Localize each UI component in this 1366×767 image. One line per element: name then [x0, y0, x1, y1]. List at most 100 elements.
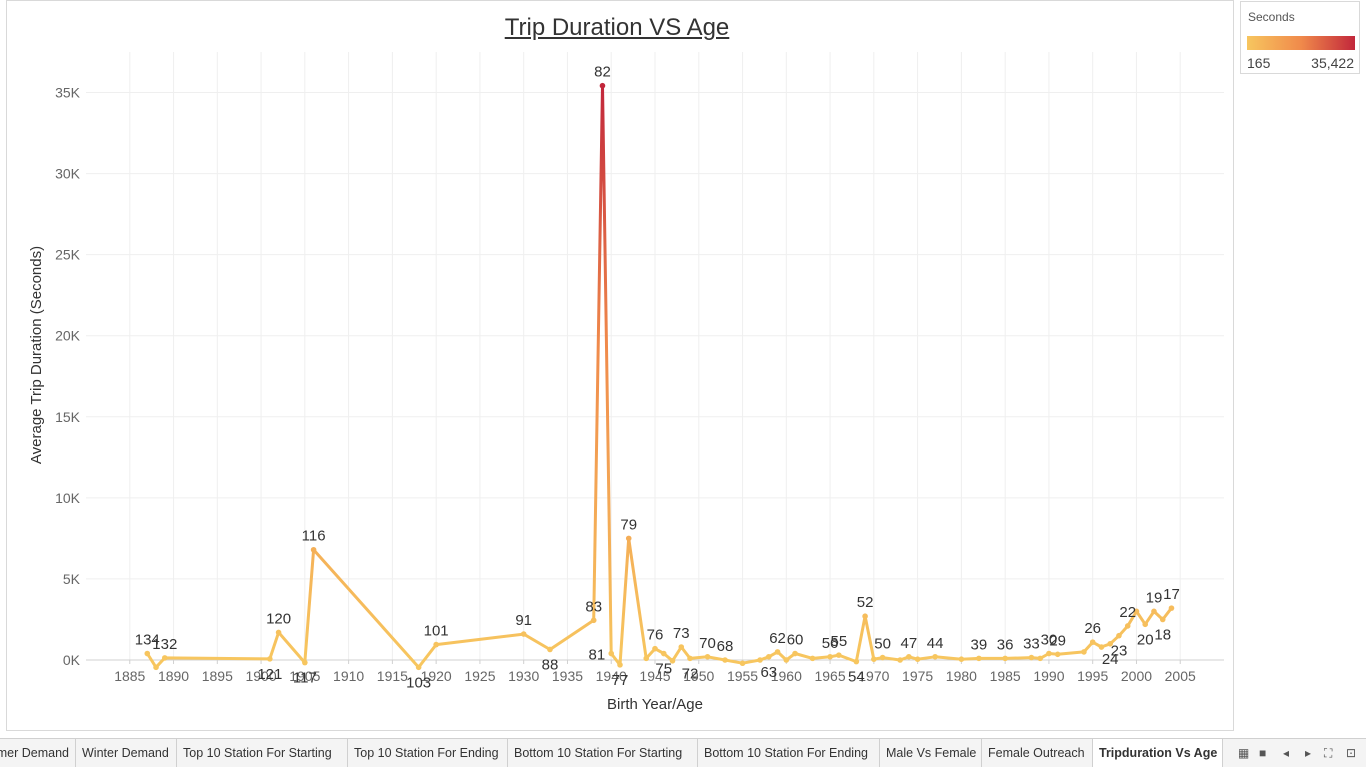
- data-point[interactable]: [652, 645, 658, 652]
- data-point[interactable]: [1107, 640, 1113, 647]
- data-point[interactable]: [678, 644, 685, 650]
- grid-view-icon[interactable]: ▦: [1238, 746, 1250, 760]
- data-label: 132: [152, 636, 177, 653]
- data-point[interactable]: [660, 650, 667, 657]
- stop-icon[interactable]: ■: [1259, 746, 1267, 760]
- data-point[interactable]: [879, 654, 886, 661]
- data-point[interactable]: [1037, 655, 1043, 662]
- data-point[interactable]: [853, 658, 860, 665]
- x-tick-label: 1945: [639, 668, 670, 684]
- x-tick-label: 1990: [1033, 668, 1064, 684]
- tab-tripduration-vs-age[interactable]: Tripduration Vs Age: [1093, 739, 1223, 767]
- data-point[interactable]: [783, 657, 790, 663]
- data-point[interactable]: [809, 655, 816, 662]
- data-point[interactable]: [608, 650, 615, 657]
- y-tick-label: 0K: [63, 652, 81, 668]
- y-tick-label: 10K: [55, 490, 81, 506]
- data-point[interactable]: [906, 653, 912, 660]
- data-point[interactable]: [1142, 621, 1149, 628]
- data-point[interactable]: [599, 82, 606, 89]
- x-tick-label: 1925: [464, 668, 495, 684]
- data-point[interactable]: [310, 546, 317, 553]
- data-point[interactable]: [433, 641, 439, 648]
- data-point[interactable]: [1133, 608, 1140, 615]
- tab-summer-demand[interactable]: Summer Demand: [0, 739, 76, 767]
- prev-sheet-icon[interactable]: ◂: [1283, 746, 1290, 760]
- data-point[interactable]: [547, 646, 553, 653]
- y-tick-label: 35K: [55, 85, 81, 101]
- color-legend: Seconds 165 35,422: [1240, 1, 1360, 74]
- data-point[interactable]: [871, 656, 877, 662]
- data-point[interactable]: [1028, 654, 1035, 661]
- data-point[interactable]: [958, 656, 965, 662]
- data-label: 19: [1146, 589, 1163, 606]
- data-point[interactable]: [1151, 608, 1157, 615]
- tab-winter-demand[interactable]: Winter Demand: [76, 739, 177, 767]
- data-point[interactable]: [643, 655, 650, 662]
- data-point[interactable]: [1124, 623, 1131, 629]
- data-point[interactable]: [1098, 644, 1105, 650]
- data-label: 134: [135, 632, 160, 649]
- data-point[interactable]: [669, 658, 676, 664]
- next-sheet-icon[interactable]: ▸: [1305, 746, 1312, 760]
- tab-bottom10-starting[interactable]: Bottom 10 Station For Starting: [508, 739, 698, 767]
- x-tick-label: 1930: [508, 668, 539, 684]
- data-point[interactable]: [520, 631, 527, 637]
- data-point[interactable]: [1002, 655, 1008, 662]
- data-point[interactable]: [1159, 616, 1166, 623]
- tab-top10-ending[interactable]: Top 10 Station For Ending: [348, 739, 508, 767]
- data-point[interactable]: [1089, 639, 1096, 645]
- data-label: 88: [542, 656, 559, 673]
- data-point[interactable]: [976, 655, 982, 662]
- tab-top10-starting[interactable]: Top 10 Station For Starting: [177, 739, 348, 767]
- data-point[interactable]: [774, 649, 781, 655]
- x-tick-label: 1890: [158, 668, 189, 684]
- grid: [86, 52, 1224, 661]
- data-point[interactable]: [932, 653, 938, 660]
- data-point[interactable]: [1081, 649, 1087, 655]
- data-point[interactable]: [415, 664, 422, 671]
- tab-female-outreach[interactable]: Female Outreach: [982, 739, 1093, 767]
- data-point[interactable]: [862, 613, 868, 620]
- data-point[interactable]: [704, 653, 711, 660]
- data-point[interactable]: [757, 657, 763, 663]
- data-point[interactable]: [739, 660, 746, 667]
- data-point[interactable]: [144, 650, 151, 657]
- data-point[interactable]: [1046, 650, 1052, 657]
- data-point[interactable]: [153, 664, 159, 671]
- data-point[interactable]: [302, 659, 308, 666]
- data-point[interactable]: [827, 653, 833, 660]
- data-point[interactable]: [267, 656, 273, 662]
- data-point[interactable]: [617, 662, 623, 668]
- tab-male-vs-female[interactable]: Male Vs Female: [880, 739, 982, 767]
- data-point[interactable]: [1168, 605, 1175, 611]
- data-label: 63: [760, 664, 777, 681]
- data-point[interactable]: [275, 629, 282, 636]
- data-label: 44: [927, 635, 944, 652]
- y-axis-label: Average Trip Duration (Seconds): [28, 246, 45, 464]
- data-point[interactable]: [836, 652, 842, 658]
- data-point[interactable]: [1054, 651, 1061, 658]
- data-label: 56: [822, 635, 839, 652]
- data-label: 23: [1111, 643, 1128, 660]
- data-point[interactable]: [625, 535, 632, 542]
- data-point[interactable]: [914, 656, 921, 662]
- tab-bottom10-ending[interactable]: Bottom 10 Station For Ending: [698, 739, 880, 767]
- data-point[interactable]: [897, 657, 903, 663]
- x-tick-label: 1975: [902, 668, 933, 684]
- data-label: 26: [1084, 620, 1101, 637]
- x-tick-label: 2000: [1121, 668, 1152, 684]
- data-point[interactable]: [161, 655, 168, 661]
- data-label: 39: [971, 636, 988, 653]
- data-point[interactable]: [590, 617, 597, 624]
- data-point[interactable]: [1116, 632, 1122, 639]
- x-tick-label: 1955: [727, 668, 758, 684]
- data-point[interactable]: [792, 650, 798, 657]
- data-point[interactable]: [722, 657, 728, 663]
- x-tick-label: 2005: [1165, 668, 1196, 684]
- presentation-icon[interactable]: ⊡: [1346, 746, 1357, 760]
- fullscreen-icon[interactable]: ⛶: [1324, 746, 1333, 760]
- data-point[interactable]: [766, 653, 772, 660]
- data-point[interactable]: [687, 655, 693, 662]
